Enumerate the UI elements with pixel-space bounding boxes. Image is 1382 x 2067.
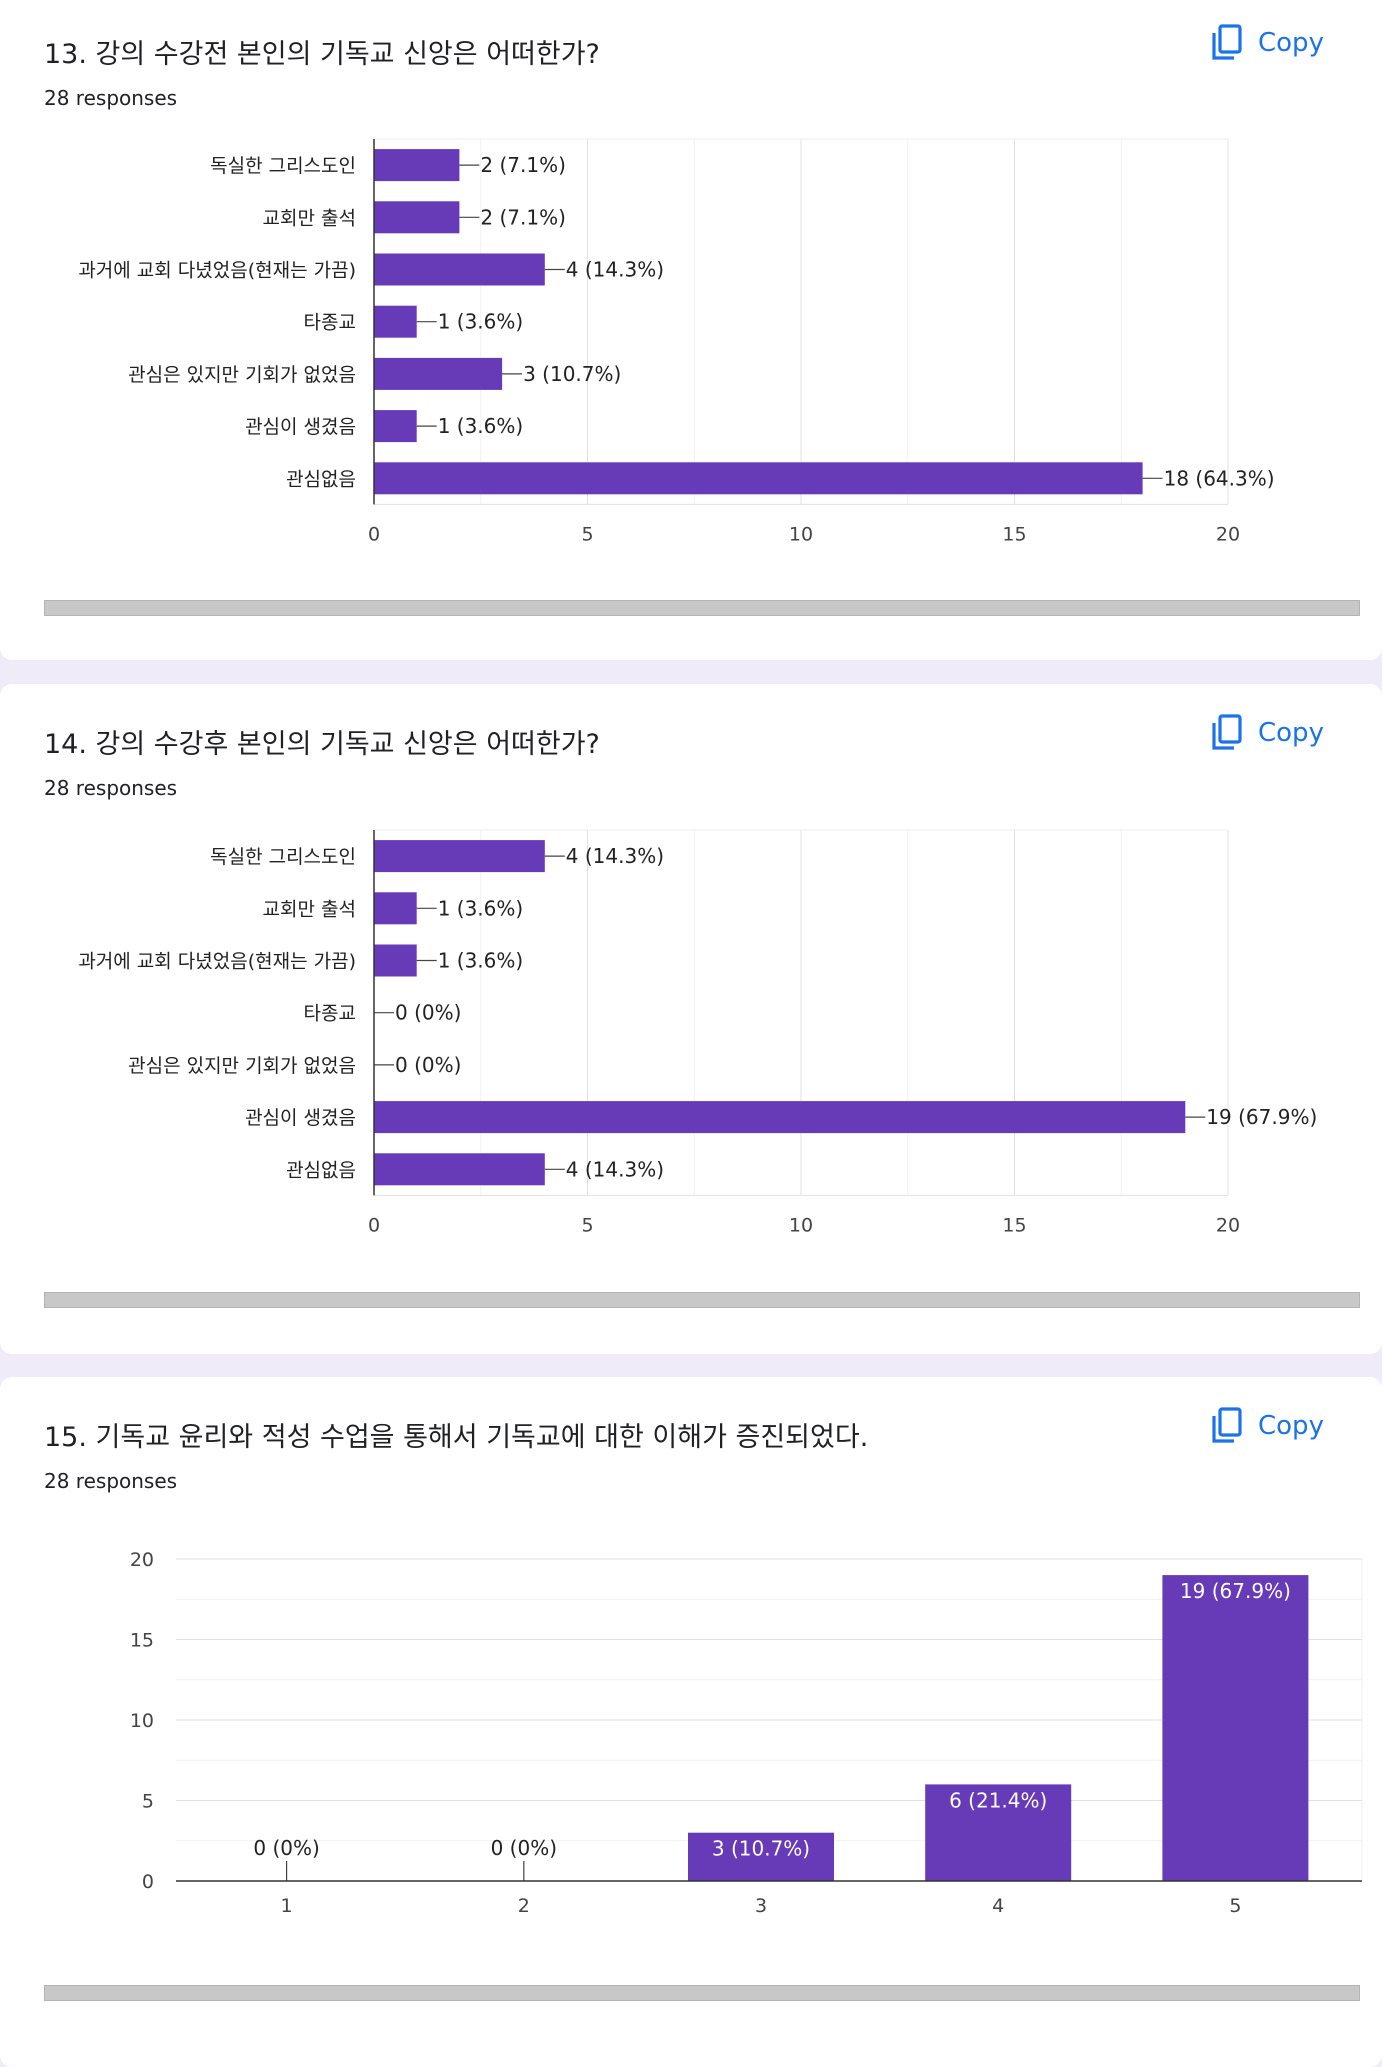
category-label: 독실한 그리스도인 bbox=[210, 155, 356, 177]
category-label: 관심없음 bbox=[286, 1159, 356, 1181]
bar bbox=[374, 892, 417, 925]
bar bbox=[374, 410, 417, 443]
category-label: 독실한 그리스도인 bbox=[210, 846, 356, 868]
bar bbox=[374, 840, 545, 873]
data-label: 0 (0%) bbox=[395, 1001, 461, 1025]
x-tick-label: 1 bbox=[281, 1895, 293, 1917]
category-label: 타종교 bbox=[304, 1003, 356, 1025]
x-tick-label: 10 bbox=[789, 1214, 813, 1236]
bar bbox=[374, 944, 417, 977]
y-tick-label: 5 bbox=[142, 1791, 154, 1813]
category-label: 관심이 생겼음 bbox=[245, 416, 356, 438]
x-tick-label: 5 bbox=[1229, 1895, 1241, 1917]
bar bbox=[688, 1832, 834, 1881]
x-tick-label: 15 bbox=[1002, 1214, 1026, 1236]
bar bbox=[374, 1153, 545, 1186]
copy-icon bbox=[1210, 1407, 1244, 1445]
data-label: 6 (21.4%) bbox=[949, 1788, 1047, 1812]
x-tick-label: 2 bbox=[518, 1895, 530, 1917]
copy-button[interactable]: Copy bbox=[1210, 24, 1324, 62]
horizontal-scrollbar[interactable] bbox=[44, 1985, 1360, 2001]
data-label: 2 (7.1%) bbox=[480, 205, 566, 229]
x-tick-label: 20 bbox=[1216, 1214, 1240, 1236]
data-label: 1 (3.6%) bbox=[438, 310, 524, 334]
copy-label: Copy bbox=[1258, 718, 1324, 748]
x-tick-label: 5 bbox=[581, 1214, 593, 1236]
y-tick-label: 20 bbox=[130, 1549, 154, 1571]
category-label: 관심은 있지만 기회가 없었음 bbox=[128, 1055, 356, 1077]
data-label: 19 (67.9%) bbox=[1206, 1105, 1317, 1129]
x-tick-label: 15 bbox=[1002, 523, 1026, 545]
category-label: 과거에 교회 다녔었음(현재는 가끔) bbox=[78, 260, 356, 282]
bar bbox=[374, 462, 1143, 495]
response-count: 28 responses bbox=[44, 1469, 178, 1493]
bar bbox=[374, 305, 417, 338]
y-tick-label: 0 bbox=[142, 1871, 154, 1893]
bar bbox=[374, 253, 545, 286]
copy-button[interactable]: Copy bbox=[1210, 714, 1324, 752]
x-tick-label: 3 bbox=[755, 1895, 767, 1917]
x-tick-label: 20 bbox=[1216, 523, 1240, 545]
bar bbox=[374, 201, 460, 234]
x-tick-label: 10 bbox=[789, 523, 813, 545]
question-card-15: 15. 기독교 윤리와 적성 수업을 통해서 기독교에 대한 이해가 증진되었다… bbox=[0, 1377, 1382, 2067]
y-tick-label: 15 bbox=[130, 1630, 154, 1652]
data-label: 2 (7.1%) bbox=[480, 153, 566, 177]
data-label: 4 (14.3%) bbox=[566, 844, 664, 868]
x-tick-label: 0 bbox=[368, 1214, 380, 1236]
category-label: 교회만 출석 bbox=[263, 898, 356, 920]
question-title: 14. 강의 수강후 본인의 기독교 신앙은 어떠한가? bbox=[44, 729, 600, 760]
data-label: 1 (3.6%) bbox=[438, 949, 524, 973]
category-label: 관심없음 bbox=[286, 468, 356, 490]
data-label: 19 (67.9%) bbox=[1180, 1579, 1291, 1603]
data-label: 4 (14.3%) bbox=[566, 1157, 664, 1181]
x-tick-label: 4 bbox=[992, 1895, 1004, 1917]
y-tick-label: 10 bbox=[130, 1710, 154, 1732]
question-title: 15. 기독교 윤리와 적성 수업을 통해서 기독교에 대한 이해가 증진되었다… bbox=[44, 1422, 869, 1453]
data-label: 0 (0%) bbox=[253, 1836, 319, 1860]
category-label: 관심이 생겼음 bbox=[245, 1107, 356, 1129]
copy-icon bbox=[1210, 714, 1244, 752]
x-tick-label: 5 bbox=[581, 523, 593, 545]
bar bbox=[374, 149, 460, 182]
data-label: 4 (14.3%) bbox=[566, 258, 664, 282]
copy-label: Copy bbox=[1258, 28, 1324, 58]
horizontal-scrollbar[interactable] bbox=[44, 1292, 1360, 1308]
bar-chart-q14: 독실한 그리스도인 4 (14.3%) 교회만 출석 1 (3.6%) 과거에 교회 다… bbox=[78, 829, 1317, 1236]
data-label: 1 (3.6%) bbox=[438, 896, 524, 920]
copy-label: Copy bbox=[1258, 1411, 1324, 1441]
bar bbox=[925, 1784, 1072, 1881]
copy-icon bbox=[1210, 24, 1244, 62]
response-count: 28 responses bbox=[44, 776, 178, 800]
bar bbox=[374, 357, 503, 390]
category-label: 교회만 출석 bbox=[263, 207, 356, 229]
column-chart-q15: 0 5 10 15 20 0 (0%) 1 0 (0%) 2 3 (10.7%) 3 6 (21.4%… bbox=[130, 1549, 1363, 1917]
response-count: 28 responses bbox=[44, 86, 178, 110]
data-label: 3 (10.7%) bbox=[712, 1837, 810, 1861]
data-label: 0 (0%) bbox=[491, 1836, 557, 1860]
bar-chart-q13: 독실한 그리스도인 2 (7.1%) 교회만 출석 2 (7.1%) 과거에 교회 다녔… bbox=[78, 138, 1275, 545]
category-label: 과거에 교회 다녔었음(현재는 가끔) bbox=[78, 951, 356, 973]
copy-button[interactable]: Copy bbox=[1210, 1407, 1324, 1445]
x-tick-label: 0 bbox=[368, 523, 380, 545]
category-label: 관심은 있지만 기회가 없었음 bbox=[128, 364, 356, 386]
category-label: 타종교 bbox=[304, 312, 356, 334]
data-label: 3 (10.7%) bbox=[523, 362, 621, 386]
question-card-14: 14. 강의 수강후 본인의 기독교 신앙은 어떠한가? 28 response… bbox=[0, 684, 1382, 1354]
horizontal-scrollbar[interactable] bbox=[44, 600, 1360, 616]
bar bbox=[1162, 1575, 1309, 1881]
question-card-13: 13. 강의 수강전 본인의 기독교 신앙은 어떠한가? 28 response… bbox=[0, 0, 1382, 660]
data-label: 1 (3.6%) bbox=[438, 414, 524, 438]
data-label: 0 (0%) bbox=[395, 1053, 461, 1077]
bar bbox=[374, 1101, 1186, 1134]
data-label: 18 (64.3%) bbox=[1164, 466, 1275, 490]
question-title: 13. 강의 수강전 본인의 기독교 신앙은 어떠한가? bbox=[44, 39, 600, 70]
